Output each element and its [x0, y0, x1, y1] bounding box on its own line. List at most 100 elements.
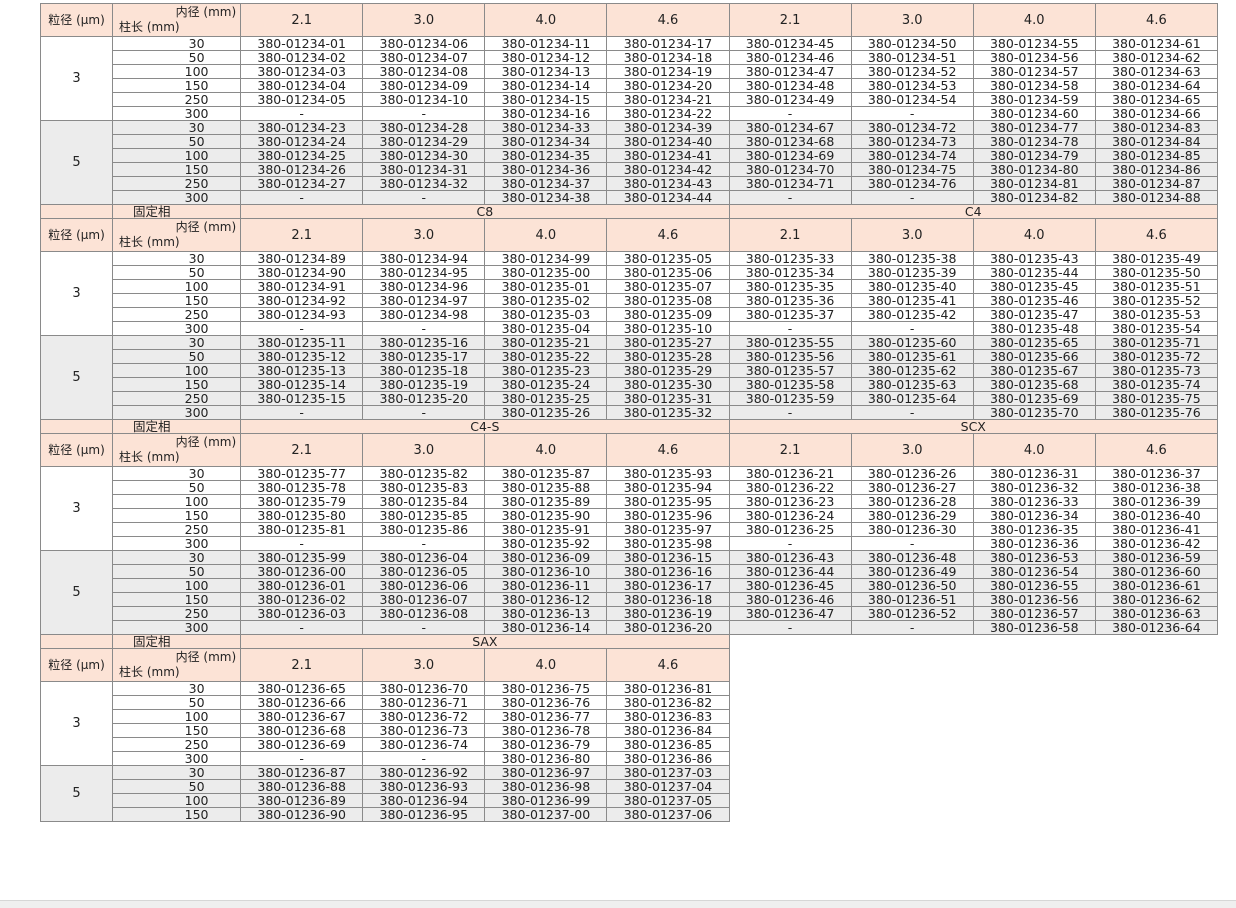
- part-number-cell: 380-01235-89: [484, 494, 608, 509]
- part-number-cell: 380-01234-86: [1094, 162, 1219, 177]
- column-length-cell: 30: [112, 681, 242, 696]
- inner-diameter-header: 3.0: [362, 433, 486, 467]
- particle-size-header: 粒径 (μm): [39, 3, 114, 37]
- part-number-cell: 380-01236-38: [1094, 480, 1219, 495]
- column-length-cell: 250: [112, 606, 242, 621]
- part-number-cell: 380-01236-47: [728, 606, 852, 621]
- part-number-cell: 380-01236-23: [728, 494, 852, 509]
- part-number-cell: -: [240, 536, 364, 551]
- particle-group: 3 30 380-01234-89 380-01234-94 380-01234-99 3…: [39, 251, 1219, 336]
- part-number-cell: 380-01234-15: [484, 92, 608, 107]
- part-number-cell: 380-01234-27: [240, 176, 364, 191]
- part-number-cell: 380-01234-60: [972, 106, 1096, 121]
- part-number-cell: 380-01235-16: [362, 335, 486, 350]
- column-length-label: 柱长 (mm): [119, 235, 180, 249]
- part-number-cell: 380-01236-03: [240, 606, 364, 621]
- column-length-cell: 30: [112, 36, 242, 51]
- part-number-cell: 380-01236-94: [362, 793, 486, 808]
- part-number-cell: -: [362, 536, 486, 551]
- part-number-cell: 380-01236-36: [972, 536, 1096, 551]
- part-number-cell: 380-01234-23: [240, 120, 364, 135]
- part-number-cell: -: [850, 106, 974, 121]
- table-row: 50 380-01234-02 380-01234-07 380-01234-12 38…: [41, 50, 1219, 65]
- part-number-cell: 380-01235-26: [484, 405, 608, 420]
- table-row: 100 380-01236-01 380-01236-06 380-01236-11 3…: [41, 578, 1219, 593]
- part-number-cell: 380-01234-84: [1094, 134, 1219, 149]
- part-number-cell: 380-01235-84: [362, 494, 486, 509]
- part-number-cell: 380-01234-29: [362, 134, 486, 149]
- inner-diameter-header: 2.1: [240, 433, 364, 467]
- part-number-cell: 380-01235-85: [362, 508, 486, 523]
- table-row: 150 380-01236-90 380-01236-95 380-01237-00 3…: [41, 807, 1218, 822]
- part-number-cell: 380-01235-58: [728, 377, 852, 392]
- phase-name-left: SAX: [240, 634, 730, 649]
- part-number-cell: 380-01236-28: [850, 494, 974, 509]
- part-number-cell: 380-01236-53: [972, 550, 1096, 565]
- part-number-cell: 380-01234-66: [1094, 106, 1219, 121]
- part-number-cell: 380-01235-37: [728, 307, 852, 322]
- part-number-cell: 380-01234-74: [850, 148, 974, 163]
- part-number-cell: 380-01236-17: [606, 578, 730, 593]
- inner-diameter-header: 4.6: [606, 433, 730, 467]
- part-number-cell: 380-01236-27: [850, 480, 974, 495]
- part-number-cell: 380-01235-62: [850, 363, 974, 378]
- part-number-cell: 380-01236-11: [484, 578, 608, 593]
- part-number-cell: 380-01235-44: [972, 265, 1096, 280]
- inner-diameter-header: 4.0: [484, 648, 608, 682]
- table-row: 100 380-01235-13 380-01235-18 380-01235-23 3…: [41, 363, 1219, 378]
- part-number-cell: 380-01234-54: [850, 92, 974, 107]
- part-number-cell: 380-01236-31: [972, 466, 1096, 481]
- part-number-cell: 380-01236-46: [728, 592, 852, 607]
- part-number-cell: 380-01235-68: [972, 377, 1096, 392]
- part-number-cell: 380-01236-01: [240, 578, 364, 593]
- part-number-cell: -: [728, 405, 852, 420]
- part-number-cell: -: [728, 620, 852, 635]
- part-number-cell: 380-01235-20: [362, 391, 486, 406]
- column-length-cell: 300: [112, 106, 242, 121]
- column-length-cell: 100: [112, 363, 242, 378]
- inner-diameter-header: 2.1: [240, 3, 364, 37]
- column-length-cell: 300: [112, 620, 242, 635]
- part-number-cell: 380-01236-34: [972, 508, 1096, 523]
- table-row: 100 380-01235-79 380-01235-84 380-01235-89 3…: [41, 494, 1219, 509]
- part-number-cell: 380-01234-89: [240, 251, 364, 266]
- part-number-cell: 380-01236-70: [362, 681, 486, 696]
- part-number-cell: 380-01234-81: [972, 176, 1096, 191]
- table-row: 250 380-01236-69 380-01236-74 380-01236-79 3…: [41, 737, 1218, 752]
- part-number-cell: 380-01236-93: [362, 779, 486, 794]
- part-number-cell: 380-01236-58: [972, 620, 1096, 635]
- column-length-cell: 50: [112, 480, 242, 495]
- column-length-cell: 150: [112, 377, 242, 392]
- part-number-cell: 380-01235-77: [240, 466, 364, 481]
- part-number-cell: 380-01236-90: [240, 807, 364, 822]
- part-number-cell: 380-01234-37: [484, 176, 608, 191]
- part-number-cell: 380-01235-63: [850, 377, 974, 392]
- table-row: 5 30 380-01235-99 380-01236-04 380-01236-09 3…: [39, 550, 1219, 635]
- table-row: 250 380-01234-05 380-01234-10 380-01234-15 3…: [41, 92, 1219, 107]
- part-number-cell: 380-01234-48: [728, 78, 852, 93]
- part-number-cell: 380-01234-42: [606, 162, 730, 177]
- part-number-cell: 380-01234-95: [362, 265, 486, 280]
- part-number-cell: 380-01236-24: [728, 508, 852, 523]
- part-number-cell: 380-01234-47: [728, 64, 852, 79]
- part-number-cell: 380-01236-65: [240, 681, 364, 696]
- part-number-cell: 380-01234-41: [606, 148, 730, 163]
- inner-diameter-label: 内径 (mm): [175, 650, 237, 664]
- inner-diameter-header: 3.0: [850, 3, 974, 37]
- part-number-cell: 380-01236-86: [606, 751, 730, 766]
- part-number-cell: 380-01234-68: [728, 134, 852, 149]
- part-number-cell: 380-01235-50: [1094, 265, 1219, 280]
- part-number-cell: 380-01235-95: [606, 494, 730, 509]
- stationary-phase-label: 固定相: [112, 204, 242, 219]
- part-number-cell: -: [728, 190, 852, 205]
- part-number-cell: 380-01235-24: [484, 377, 608, 392]
- part-number-cell: 380-01234-13: [484, 64, 608, 79]
- part-number-cell: 380-01236-13: [484, 606, 608, 621]
- inner-diameter-header: 4.0: [972, 3, 1096, 37]
- stationary-phase-label: 固定相: [112, 634, 242, 649]
- part-number-cell: 380-01235-81: [240, 522, 364, 537]
- part-number-cell: 380-01234-63: [1094, 64, 1219, 79]
- column-length-cell: 250: [112, 92, 242, 107]
- part-number-cell: 380-01236-10: [484, 564, 608, 579]
- part-number-cell: 380-01235-64: [850, 391, 974, 406]
